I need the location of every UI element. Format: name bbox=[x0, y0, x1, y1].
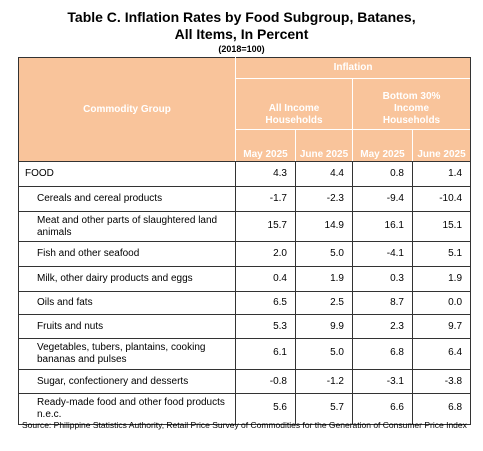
table-row: Ready-made food and other food products … bbox=[18, 393, 472, 425]
cell-value: 15.1 bbox=[411, 211, 472, 242]
cell-value: 6.4 bbox=[411, 338, 472, 370]
cell-value: 0.0 bbox=[411, 291, 472, 315]
source-note: Source: Philippine Statistics Authority,… bbox=[22, 420, 467, 430]
cell-value: 6.1 bbox=[235, 338, 296, 370]
table-row: Meat and other parts of slaughtered land… bbox=[18, 211, 472, 242]
row-label: Cereals and cereal products bbox=[18, 186, 236, 212]
cell-value: -0.8 bbox=[235, 369, 296, 394]
cell-value: 0.3 bbox=[352, 266, 413, 292]
cell-value: -2.3 bbox=[295, 186, 353, 212]
cell-value: 2.5 bbox=[295, 291, 353, 315]
row-label: Oils and fats bbox=[18, 291, 236, 315]
data-table: Commodity Group Inflation All Income Hou… bbox=[18, 57, 472, 425]
row-label: Fish and other seafood bbox=[18, 241, 236, 267]
table-row: Oils and fats 6.5 2.5 8.7 0.0 bbox=[18, 291, 472, 315]
title: Table C. Inflation Rates by Food Subgrou… bbox=[67, 9, 416, 25]
subtitle: (2018=100) bbox=[218, 44, 265, 54]
cell-value: 4.4 bbox=[295, 161, 353, 187]
cell-value: 1.9 bbox=[295, 266, 353, 292]
row-label: FOOD bbox=[18, 161, 236, 187]
cell-value: 5.3 bbox=[235, 314, 296, 339]
row-label: Sugar, confectionery and desserts bbox=[18, 369, 236, 394]
subgroup-header: Bottom 30% Income Households bbox=[351, 78, 472, 130]
cell-value: 1.4 bbox=[411, 161, 472, 187]
row-label: Fruits and nuts bbox=[18, 314, 236, 339]
row-label: Meat and other parts of slaughtered land… bbox=[18, 211, 236, 242]
table-row: Milk, other dairy products and eggs 0.4 1.… bbox=[18, 266, 472, 292]
table-body: FOOD 4.3 4.4 0.8 1.4 Cereals and cereal produ… bbox=[18, 161, 472, 425]
column-header: Commodity Group bbox=[18, 57, 236, 162]
cell-value: 6.5 bbox=[235, 291, 296, 315]
cell-value: -3.1 bbox=[352, 369, 413, 394]
month-header: June 2025 bbox=[411, 129, 472, 162]
table-row: Vegetables, tubers, plantains, cooking b… bbox=[18, 338, 472, 370]
cell-value: 16.1 bbox=[352, 211, 413, 242]
cell-value: 9.7 bbox=[411, 314, 472, 339]
row-label: Vegetables, tubers, plantains, cooking b… bbox=[18, 338, 236, 370]
cell-value: -9.4 bbox=[352, 186, 413, 212]
cell-value: 14.9 bbox=[295, 211, 353, 242]
cell-value: -3.8 bbox=[411, 369, 472, 394]
cell-value: 0.4 bbox=[235, 266, 296, 292]
cell-value: 2.3 bbox=[352, 314, 413, 339]
subgroup-header: All Income Households bbox=[235, 78, 353, 130]
cell-value: 4.3 bbox=[235, 161, 296, 187]
cell-value: 2.0 bbox=[235, 241, 296, 267]
cell-value: -10.4 bbox=[411, 186, 472, 212]
title: All Items, In Percent bbox=[174, 26, 309, 42]
row-label: Milk, other dairy products and eggs bbox=[18, 266, 236, 292]
row-label: Ready-made food and other food products … bbox=[18, 393, 236, 425]
cell-value: 8.7 bbox=[352, 291, 413, 315]
month-header: June 2025 bbox=[295, 129, 353, 162]
cell-value: 15.7 bbox=[235, 211, 296, 242]
cell-value: 0.8 bbox=[352, 161, 413, 187]
cell-value: -1.2 bbox=[295, 369, 353, 394]
cell-value: 9.9 bbox=[295, 314, 353, 339]
month-header: May 2025 bbox=[352, 129, 413, 162]
cell-value: -4.1 bbox=[352, 241, 413, 267]
cell-value: 5.0 bbox=[295, 241, 353, 267]
cell-value: 1.9 bbox=[411, 266, 472, 292]
cell-value: 6.8 bbox=[411, 393, 472, 425]
table-row: FOOD 4.3 4.4 0.8 1.4 bbox=[18, 161, 472, 187]
table-row: Fruits and nuts 5.3 9.9 2.3 9.7 bbox=[18, 314, 472, 339]
month-header: May 2025 bbox=[235, 129, 296, 162]
table-row: Cereals and cereal products -1.7 -2.3 -9.4-… bbox=[18, 186, 472, 212]
table-row: Fish and other seafood 2.0 5.0 -4.1 5.1 bbox=[18, 241, 472, 267]
cell-value: 5.0 bbox=[295, 338, 353, 370]
cell-value: -1.7 bbox=[235, 186, 296, 212]
table-row: Sugar, confectionery and desserts -0.8 -1.… bbox=[18, 369, 472, 394]
group-header: Inflation bbox=[234, 57, 472, 79]
cell-value: 6.8 bbox=[352, 338, 413, 370]
cell-value: 5.1 bbox=[411, 241, 472, 267]
